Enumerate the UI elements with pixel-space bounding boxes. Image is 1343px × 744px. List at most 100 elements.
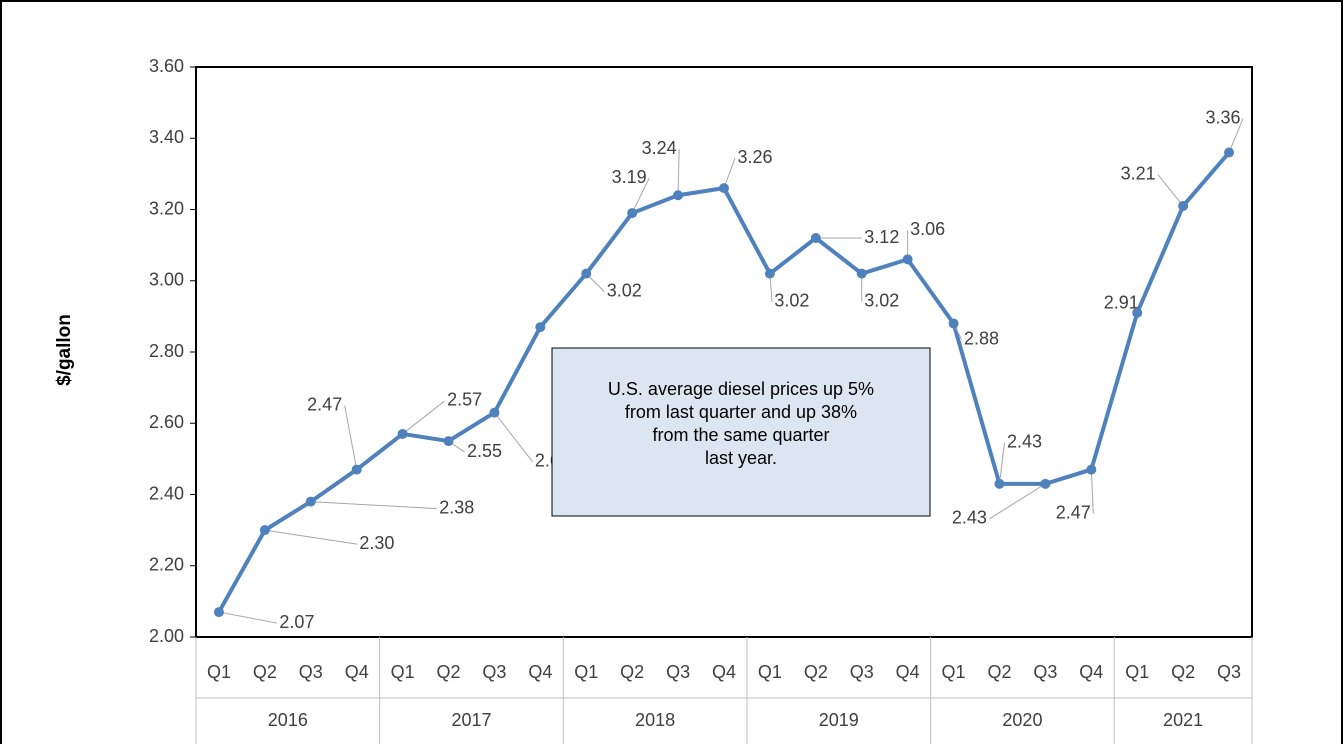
x-tick-label: Q4 — [712, 662, 736, 682]
x-tick-label: Q3 — [666, 662, 690, 682]
leader-line — [723, 157, 736, 189]
data-label: 2.55 — [467, 441, 502, 461]
data-label: 3.02 — [607, 280, 642, 300]
data-point — [1224, 147, 1235, 158]
x-tick-label: Q2 — [437, 662, 461, 682]
data-point — [351, 464, 362, 475]
leader-line — [1157, 174, 1184, 207]
data-label: 2.88 — [964, 328, 999, 348]
leader-line — [1228, 118, 1244, 153]
data-label: 3.06 — [910, 219, 945, 239]
data-point — [948, 318, 959, 329]
data-point — [259, 525, 270, 536]
y-tick-label: 3.60 — [149, 56, 184, 76]
x-tick-label: Q2 — [804, 662, 828, 682]
data-label: 3.26 — [737, 147, 772, 167]
y-tick-label: 2.60 — [149, 412, 184, 432]
y-tick-label: 2.00 — [149, 626, 184, 646]
data-label: 2.47 — [1056, 502, 1091, 522]
data-label: 2.47 — [307, 394, 342, 414]
data-label: 2.38 — [439, 497, 474, 517]
x-tick-label: Q1 — [391, 662, 415, 682]
y-tick-label: 3.00 — [149, 270, 184, 290]
x-tick-label: Q4 — [896, 662, 920, 682]
data-point — [627, 208, 638, 219]
x-tick-label: Q4 — [528, 662, 552, 682]
x-tick-label: Q1 — [758, 662, 782, 682]
data-label: 2.30 — [359, 533, 394, 553]
data-point — [535, 322, 546, 333]
y-tick-label: 3.40 — [149, 127, 184, 147]
data-point — [489, 407, 500, 418]
x-tick-label: Q1 — [942, 662, 966, 682]
leader-line — [494, 412, 533, 462]
x-tick-label: Q1 — [1125, 662, 1149, 682]
data-label: 2.43 — [952, 508, 987, 528]
x-tick-label: Q3 — [299, 662, 323, 682]
x-tick-label: Q2 — [253, 662, 277, 682]
x-tick-label: Q2 — [620, 662, 644, 682]
data-point — [902, 254, 913, 265]
leader-line — [998, 442, 1005, 484]
annotation-text: last year. — [705, 448, 777, 468]
data-point — [673, 190, 684, 201]
data-label: 2.57 — [447, 390, 482, 410]
x-tick-label: Q1 — [574, 662, 598, 682]
data-point — [764, 268, 775, 279]
data-point — [1178, 200, 1189, 211]
data-label: 3.02 — [864, 290, 899, 310]
data-point — [1086, 464, 1097, 475]
plot-area — [195, 66, 1253, 638]
data-point — [810, 233, 821, 243]
leader-line — [677, 149, 680, 196]
x-tick-label: Q3 — [850, 662, 874, 682]
year-label: 2017 — [451, 710, 491, 730]
x-tick-label: Q1 — [207, 662, 231, 682]
x-tick-label: Q3 — [1033, 662, 1057, 682]
data-point — [719, 183, 729, 194]
x-tick-label: Q3 — [482, 662, 506, 682]
annotation-text: from the same quarter — [652, 425, 829, 445]
data-label: 3.36 — [1206, 107, 1241, 127]
year-label: 2016 — [268, 710, 308, 730]
data-point — [1132, 307, 1143, 318]
year-label: 2018 — [635, 710, 675, 730]
y-tick-label: 2.80 — [149, 341, 184, 361]
data-point — [443, 436, 454, 447]
data-label: 3.02 — [774, 290, 809, 310]
data-point — [856, 268, 867, 279]
annotation-box — [551, 347, 931, 517]
leader-line — [218, 611, 278, 624]
data-label: 2.43 — [1007, 432, 1042, 452]
data-label: 3.24 — [642, 138, 677, 158]
leader-line — [402, 400, 445, 435]
y-tick-label: 3.20 — [149, 198, 184, 218]
data-label: 3.12 — [864, 227, 899, 247]
year-label: 2021 — [1163, 710, 1203, 730]
data-point — [305, 496, 316, 507]
data-label: 3.21 — [1121, 164, 1156, 184]
y-axis-title: $/gallon — [54, 314, 75, 386]
y-tick-label: 2.40 — [149, 483, 184, 503]
x-tick-label: Q2 — [1171, 662, 1195, 682]
annotation-text: U.S. average diesel prices up 5% — [608, 379, 874, 399]
y-tick-label: 2.20 — [149, 555, 184, 575]
data-point — [397, 428, 408, 439]
leader-line — [264, 529, 357, 545]
x-tick-label: Q2 — [987, 662, 1011, 682]
leader-line — [344, 405, 358, 470]
data-point — [994, 478, 1005, 489]
year-label: 2019 — [819, 710, 859, 730]
x-tick-label: Q3 — [1217, 662, 1241, 682]
x-tick-label: Q4 — [1079, 662, 1103, 682]
leader-line — [310, 501, 437, 510]
x-tick-label: Q4 — [345, 662, 369, 682]
data-point — [213, 607, 224, 618]
year-label: 2020 — [1002, 710, 1042, 730]
data-point — [1040, 478, 1051, 489]
data-label: 2.07 — [279, 612, 314, 632]
leader-line — [1090, 469, 1094, 514]
data-label: 3.19 — [612, 167, 647, 187]
